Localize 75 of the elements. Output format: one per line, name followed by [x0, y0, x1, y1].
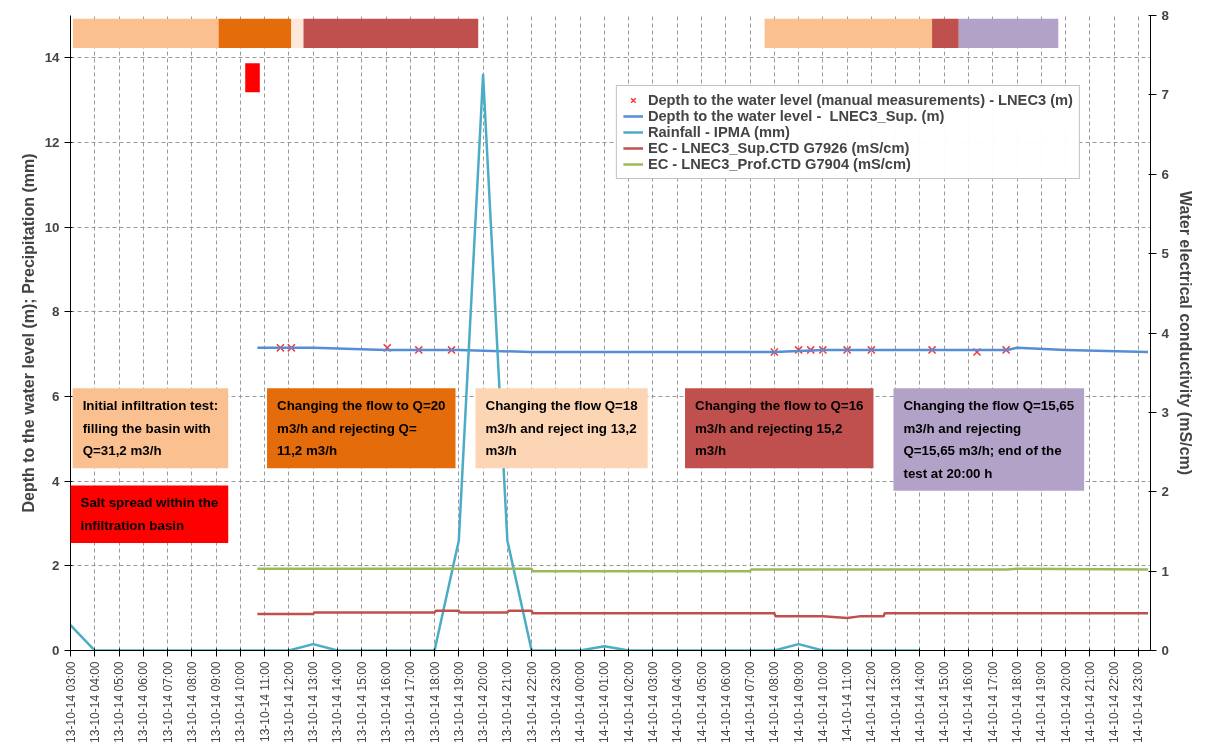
y2-tick-label: 5	[1161, 246, 1170, 262]
x-tick-label: 14-10-14 23:00	[1131, 661, 1146, 743]
x-tick-label: 13-10-14 17:00	[403, 661, 418, 743]
x-tick-label: 14-10-14 08:00	[767, 661, 782, 743]
x-tick-label: 13-10-14 04:00	[87, 661, 102, 743]
y2-tick-label: 2	[1161, 484, 1169, 500]
y2-tick-label: 7	[1161, 87, 1169, 103]
x-tick-label: 14-10-14 19:00	[1034, 661, 1049, 743]
x-tick-label: 13-10-14 09:00	[209, 661, 224, 743]
annotation: Salt spread within the infiltration basin	[80, 495, 219, 533]
x-tick-label: 13-10-14 18:00	[427, 661, 442, 743]
y-tick-label: 8	[52, 304, 60, 320]
y2-tick-label: 0	[1161, 643, 1169, 658]
x-tick-label: 13-10-14 05:00	[112, 661, 127, 743]
y2-tick-label: 6	[1161, 166, 1169, 182]
x-tick-label: 14-10-14 15:00	[937, 661, 952, 743]
x-tick-label: 14-10-14 18:00	[1010, 661, 1025, 743]
x-tick-label: 13-10-14 14:00	[330, 661, 345, 743]
x-tick-label: 14-10-14 17:00	[985, 661, 1000, 743]
annotation: Changing the flow Q=18 m3/h and reject ing 13,2 m3/h	[485, 398, 638, 459]
legend-label: Depth to the water level (manual measurements) - LNEC3 (m)	[647, 92, 1073, 108]
y-tick-label: 14	[44, 50, 61, 66]
y-tick-label: 12	[44, 135, 60, 150]
y2-tick-label: 1	[1161, 563, 1170, 579]
x-tick-label: 13-10-14 22:00	[524, 661, 539, 743]
y2-tick-label: 4	[1161, 325, 1170, 341]
legend-label: Depth to the water level - LNEC3_Sup. (m)	[647, 108, 945, 124]
x-tick-label: 14-10-14 10:00	[815, 661, 830, 743]
x-tick-label: 13-10-14 07:00	[160, 661, 175, 743]
x-tick-label: 14-10-14 07:00	[743, 661, 758, 743]
x-tick-label: 13-10-14 13:00	[306, 661, 321, 743]
y-tick-label: 4	[52, 473, 61, 489]
y-tick-label: 0	[52, 643, 60, 658]
x-tick-label: 14-10-14 21:00	[1082, 661, 1097, 743]
x-tick-label: 14-10-14 06:00	[718, 661, 733, 743]
x-tick-label: 14-10-14 11:00	[840, 661, 855, 743]
y2-axis-title: Water electrical conductivity (mS/cm)	[1176, 191, 1194, 475]
x-tick-label: 14-10-14 04:00	[670, 661, 685, 743]
x-tick-label: 14-10-14 00:00	[573, 661, 588, 743]
y-tick-label: 6	[52, 389, 60, 404]
x-tick-label: 13-10-14 03:00	[63, 661, 78, 743]
legend-label: EC - LNEC3_Sup.CTD G7926 (mS/cm)	[647, 140, 910, 156]
x-tick-label: 14-10-14 13:00	[888, 661, 903, 743]
x-tick-label: 14-10-14 09:00	[791, 661, 806, 743]
x-tick-label: 14-10-14 02:00	[621, 661, 636, 743]
annotation: Changing the flow Q=15,65 m3/h and rejecting Q=15,65 m3/h; end of the test at 20:00 h	[903, 398, 1075, 481]
x-tick-label: 13-10-14 10:00	[233, 661, 248, 743]
y-tick-label: 2	[52, 558, 60, 574]
x-tick-label: 14-10-14 20:00	[1058, 661, 1073, 743]
legend-label: Rainfall - IPMA (mm)	[647, 124, 790, 140]
annotation: Initial infiltration test: filling the basin with Q=31,2 m3/h	[82, 398, 219, 459]
x-tick-label: 14-10-14 16:00	[961, 661, 976, 743]
annotation: Changing the flow to Q=16 m3/h and rejecting 15,2 m3/h	[695, 398, 864, 459]
x-tick-label: 13-10-14 15:00	[354, 661, 369, 743]
legend-label: EC - LNEC3_Prof.CTD G7904 (mS/cm)	[647, 156, 911, 172]
x-tick-label: 14-10-14 22:00	[1107, 661, 1122, 743]
x-tick-label: 13-10-14 21:00	[500, 661, 515, 743]
x-tick-label: 14-10-14 12:00	[864, 661, 879, 743]
x-tick-label: 13-10-14 16:00	[379, 661, 394, 743]
x-tick-label: 14-10-14 14:00	[912, 661, 927, 743]
x-tick-label: 14-10-14 05:00	[694, 661, 709, 743]
y2-tick-label: 3	[1161, 404, 1169, 420]
x-tick-label: 13-10-14 12:00	[281, 661, 296, 743]
x-tick-label: 13-10-14 20:00	[476, 661, 491, 743]
x-tick-label: 13-10-14 23:00	[548, 661, 563, 743]
x-tick-label: 13-10-14 19:00	[451, 661, 466, 743]
x-tick-label: 14-10-14 03:00	[645, 661, 660, 743]
y-tick-label: 10	[44, 219, 60, 235]
x-tick-label: 14-10-14 01:00	[597, 661, 612, 743]
x-tick-label: 13-10-14 08:00	[184, 661, 199, 743]
x-tick-label: 13-10-14 11:00	[257, 661, 272, 743]
annotation: Changing the flow to Q=20 m3/h and rejecting Q= 11,2 m3/h	[277, 398, 446, 459]
y-axis-title: Depth to the water level (m); Precipitation (mm)	[19, 153, 37, 513]
x-tick-label: 13-10-14 06:00	[136, 661, 151, 743]
y2-tick-label: 8	[1161, 8, 1169, 23]
